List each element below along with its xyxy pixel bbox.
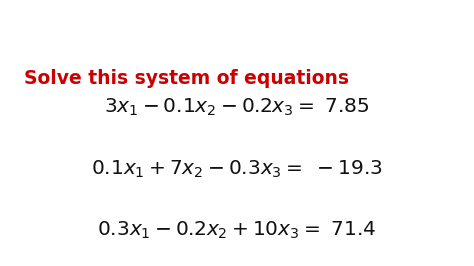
Text: $0.3x_1 - 0.2x_2 + 10x_3 =\ 71.4$: $0.3x_1 - 0.2x_2 + 10x_3 =\ 71.4$: [98, 219, 376, 241]
Text: Solve this system of equations: Solve this system of equations: [24, 69, 349, 88]
Text: Naive Gaussian Elimination: Naive Gaussian Elimination: [13, 15, 461, 43]
Text: $0.1x_1 + 7x_2 - 0.3x_3 =\ -19.3$: $0.1x_1 + 7x_2 - 0.3x_3 =\ -19.3$: [91, 158, 383, 180]
Text: $3x_1 - 0.1x_2 - 0.2x_3 =\ 7.85$: $3x_1 - 0.1x_2 - 0.2x_3 =\ 7.85$: [104, 97, 370, 118]
